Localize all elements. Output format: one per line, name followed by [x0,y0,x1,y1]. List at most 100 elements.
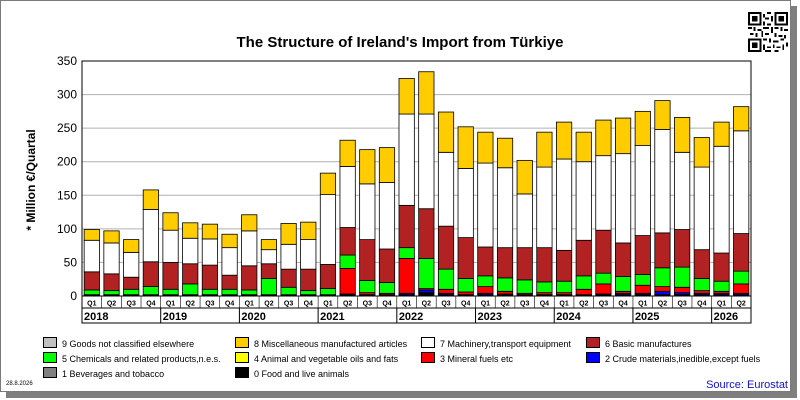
bar-segment [123,288,140,296]
x-tick-label: Q1 [717,301,726,308]
bar-segment [201,288,218,296]
x-tick-label: Q3 [205,301,214,308]
bar-segment [162,262,179,290]
bar-segment [654,100,671,130]
bar-segment [241,265,258,291]
bar-segment [555,158,573,251]
x-tick-label: Q2 [343,301,352,308]
x-tick-label: Q4 [382,301,391,308]
x-tick-label: Q3 [363,301,372,308]
y-tick-label: 300 [57,88,77,102]
year-label: 2023 [478,311,502,323]
x-tick-label: Q2 [107,301,116,308]
year-label: 2019 [163,311,187,323]
legend-label: 2 Crude materials,inedible,except fuels [605,354,761,364]
bar-segment [162,229,179,263]
bar-segment [477,286,494,294]
bar-segment [378,282,396,294]
bar-segment [280,286,297,296]
bar-segment [457,278,474,293]
bar-segment [555,280,573,294]
bar-segment [359,149,376,185]
legend-swatch [43,367,57,378]
chart-title: The Structure of Ireland's Import from T… [237,34,564,51]
bar-segment [555,121,573,160]
bar-segment [634,235,651,275]
bar-segment [555,249,573,282]
bar-segment [241,214,258,232]
bar-segment [418,292,435,297]
legend: 9 Goods not classified elsewhere 8 Miscel… [43,337,763,383]
year-label: 2024 [556,311,581,323]
bar-segment [457,168,474,238]
bar-segment [634,284,651,294]
year-axis-band [81,307,752,324]
bar-segment [221,233,238,249]
bar-segment [162,212,179,231]
bar-segment [457,126,474,169]
y-tick-label: 250 [57,121,77,135]
bar-segment [103,230,120,244]
bar-segment [103,273,120,292]
bar-segment [437,268,455,290]
legend-swatch [235,367,249,378]
legend-item: 5 Chemicals and related products,n.e.s. [43,352,221,364]
y-axis-label: * Million €/Quartal [24,129,38,230]
x-tick-label: Q3 [441,301,450,308]
bar-segment [123,276,140,290]
bar-segment [437,288,455,294]
bar-segment [418,208,435,259]
bar-segment [457,291,474,296]
bar-segment [398,113,415,206]
bar-segment [123,251,140,278]
legend-label: 1 Beverages and tobacco [62,369,165,379]
bar-segment [260,239,278,251]
y-tick-label: 150 [57,188,77,202]
bar-segment [418,289,435,294]
bar-segment [713,280,730,292]
bar-segment [418,113,435,210]
legend-label: 3 Mineral fuels etc [440,354,514,364]
bar-segment [477,275,494,288]
x-tick-label: Q1 [166,301,175,308]
x-tick-label: Q4 [461,301,470,308]
bar-segment [103,242,120,275]
bar-segment [339,254,356,269]
bar-segment [693,290,710,294]
x-tick-label: Q1 [559,301,568,308]
bar-segment [595,229,612,274]
bar-segment [339,166,356,228]
qr-code-icon [748,12,788,52]
bar-segment [615,276,632,292]
legend-label: 7 Machinery,transport equipment [440,339,571,349]
x-tick-label: Q1 [402,301,411,308]
bar-segment [142,189,159,210]
bar-segment [437,151,455,227]
bar-segment [634,110,651,146]
bar-segment [300,290,317,296]
bar-segment [634,274,651,286]
y-tick-label: 0 [70,289,77,303]
bar-segment [182,283,199,296]
legend-swatch [586,352,600,363]
bar-segment [221,288,238,296]
bar-segment [300,221,317,240]
bar-segment [319,194,337,265]
legend-item: 2 Crude materials,inedible,except fuels [586,352,761,364]
bar-segment [221,274,238,290]
legend-item: 3 Mineral fuels etc [421,352,514,364]
x-tick-label: Q1 [638,301,647,308]
date-stamp: 28.8.2026 [6,381,33,387]
y-tick-label: 100 [57,222,77,236]
bar-segment [615,242,632,277]
x-tick-label: Q2 [186,301,195,308]
bar-segment [359,239,376,281]
x-tick-label: Q3 [520,301,529,308]
x-tick-label: Q1 [481,301,490,308]
bar-segment [123,239,140,253]
bar-segment [319,172,337,196]
bar-segment [241,289,258,296]
bar-segment [260,249,278,265]
bar-segment [260,263,278,279]
bar-segment [280,243,297,270]
